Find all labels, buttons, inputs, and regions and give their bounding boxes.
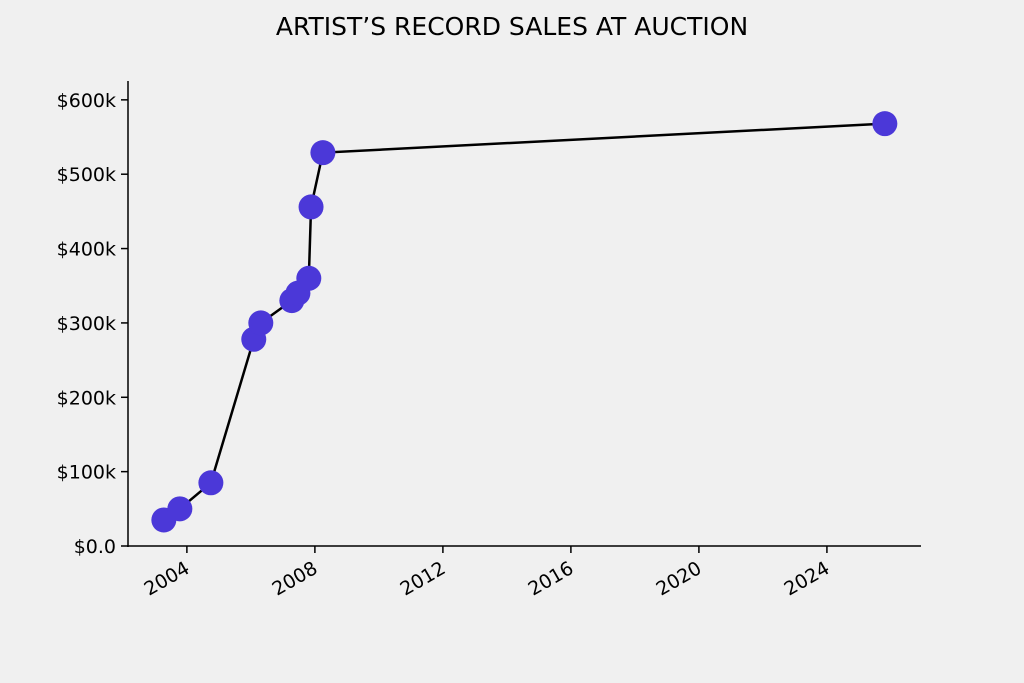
y-tick-label: $500k: [57, 164, 116, 186]
y-tick-label: $0.0: [74, 536, 116, 558]
chart-title: ARTIST’S RECORD SALES AT AUCTION: [276, 12, 748, 41]
y-tick-label: $600k: [57, 90, 116, 112]
marker: [167, 496, 193, 522]
y-tick-label: $400k: [57, 239, 116, 261]
marker: [872, 111, 898, 137]
marker: [198, 470, 224, 496]
marker: [298, 194, 324, 220]
marker: [296, 265, 322, 291]
y-tick-label: $200k: [57, 387, 116, 409]
y-tick-label: $300k: [57, 313, 116, 335]
y-tick-label: $100k: [57, 462, 116, 484]
marker: [248, 310, 274, 336]
marker: [310, 140, 336, 166]
